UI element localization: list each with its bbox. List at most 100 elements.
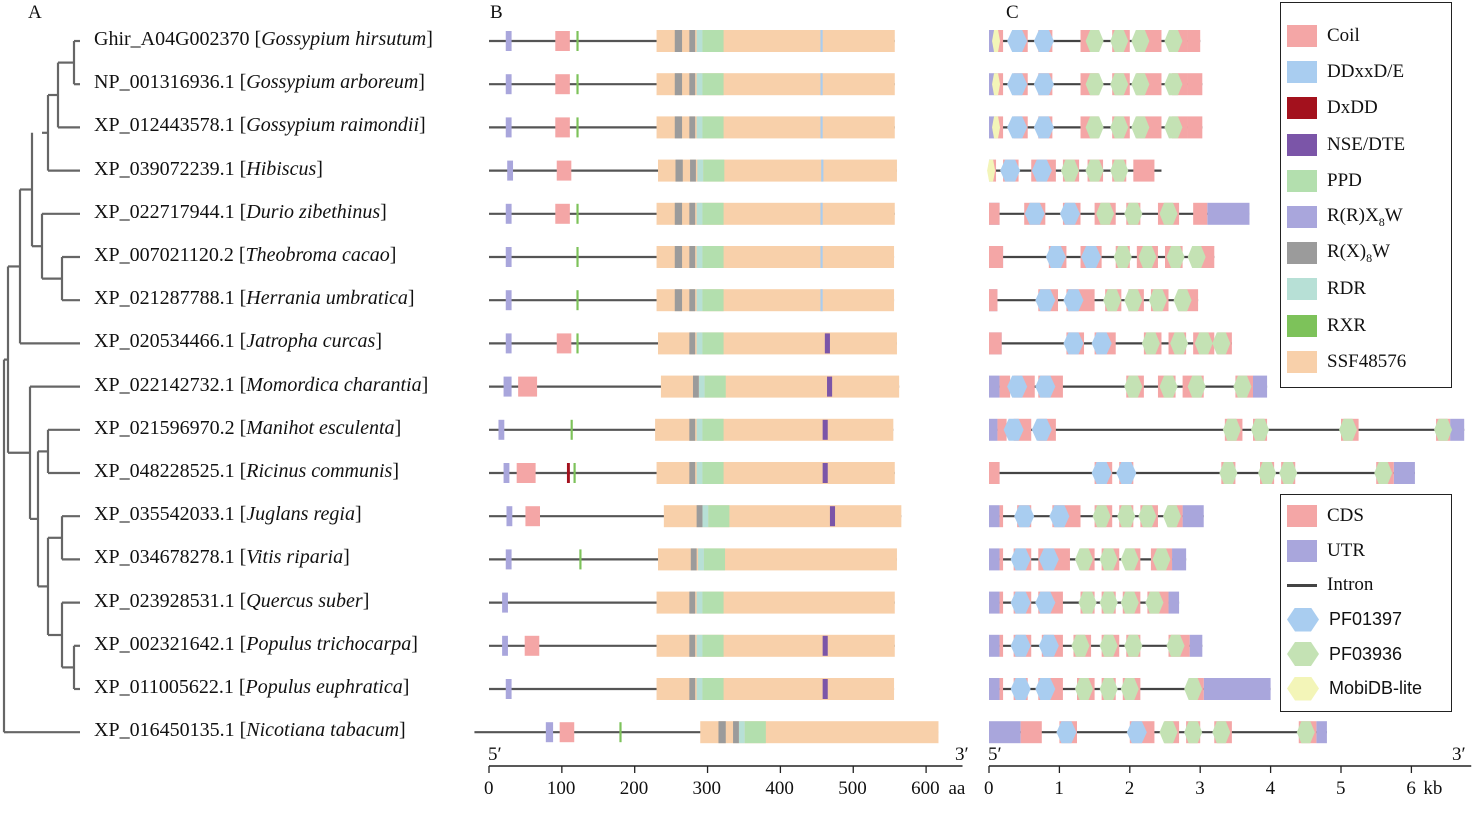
species-label: XP_016450135.1 [Nicotiana tabacum] — [94, 719, 406, 742]
rdr-motif — [698, 375, 705, 398]
utr-block — [989, 505, 1000, 528]
cds-block — [989, 246, 1004, 268]
species-label: XP_023928531.1 [Quercus suber] — [94, 589, 370, 612]
legend-label: SSF48576 — [1327, 350, 1407, 372]
rxr-motif — [576, 74, 579, 95]
gene-structure-panel — [987, 30, 1465, 744]
pf01397-domain — [1091, 332, 1112, 355]
rxr-motif — [576, 117, 579, 138]
rx8w-motif — [674, 246, 683, 268]
dxdd-motif — [566, 463, 570, 483]
legend-label: DDxxD/E — [1327, 61, 1405, 83]
rrx8w-motif — [505, 290, 512, 311]
ppd-motif — [703, 548, 726, 571]
pf03936-domain — [1170, 332, 1189, 355]
rrx8w-motif — [505, 247, 512, 267]
species-label: XP_048228525.1 [Ricinus communis] — [94, 460, 400, 482]
pf03936-domain — [1279, 462, 1298, 484]
legend-item: PF03936 — [1287, 640, 1402, 668]
rxr-motif — [576, 333, 579, 354]
species-label: XP_034678278.1 [Vitis riparia] — [94, 546, 350, 569]
accession-id: XP_020534466.1 — [94, 330, 235, 353]
accession-id: XP_011005622.1 — [94, 676, 234, 698]
phylogenetic-tree — [2, 39, 80, 734]
legend-label: RXR — [1327, 314, 1367, 336]
axis-c-3prime: 3′ — [1452, 744, 1466, 765]
legend-label: Coil — [1327, 25, 1360, 46]
ppd-motif — [703, 159, 725, 182]
pf03936-domain — [1194, 332, 1213, 355]
legend-item: PPD — [1287, 167, 1362, 195]
coil-region — [556, 333, 572, 354]
pf03936-domain — [1110, 30, 1129, 52]
rdr-motif — [738, 721, 745, 744]
rxr-motif — [576, 290, 579, 311]
ppd-motif — [702, 591, 724, 614]
rrx8w-motif — [507, 160, 514, 181]
legend-swatch — [1287, 642, 1319, 666]
rx8w-motif — [690, 548, 697, 571]
pf03936-domain — [1131, 116, 1150, 139]
pf01397-domain — [1024, 202, 1045, 225]
axis-c-tick-label: 0 — [984, 778, 994, 799]
nse-dte-motif — [829, 506, 836, 527]
panel-label-b: B — [490, 2, 503, 23]
species-label: XP_012443578.1 [Gossypium raimondii] — [94, 114, 426, 137]
pf01397-domain — [1038, 634, 1059, 657]
rrx8w-motif — [505, 333, 512, 354]
cds-block — [1133, 159, 1155, 182]
utr-block — [1316, 721, 1327, 744]
coil-region — [555, 31, 570, 51]
pf03936-domain — [1374, 462, 1393, 484]
ppd-motif — [702, 202, 724, 225]
rdr-motif — [702, 505, 709, 528]
pf03936-domain — [1110, 73, 1129, 96]
pf03936-domain — [1124, 375, 1143, 398]
legend-item: DxDD — [1287, 94, 1378, 122]
protein-motif-panel — [474, 30, 939, 744]
utr-block — [1203, 678, 1271, 700]
pf03936-domain — [1110, 116, 1129, 139]
species-label: XP_011005622.1 [Populus euphratica] — [94, 676, 410, 698]
pf01397-domain — [1007, 116, 1028, 139]
ddxxd-motif — [820, 30, 823, 52]
ddxxd-motif — [821, 159, 824, 182]
cds-block — [997, 116, 1004, 139]
pf03936-domain — [1103, 289, 1122, 312]
pf01397-domain — [1059, 202, 1080, 225]
pf01397-domain — [1000, 159, 1021, 182]
rx8w-motif — [692, 375, 699, 398]
pf03936-domain — [1258, 462, 1277, 484]
pf03936-domain — [1075, 548, 1094, 571]
pf01397-domain — [1035, 375, 1056, 398]
cds-block — [1193, 202, 1208, 225]
cds-block — [1020, 721, 1042, 744]
pf03936-domain — [1124, 289, 1143, 312]
legend-item: Coil — [1287, 22, 1360, 50]
ppd-motif — [702, 332, 724, 355]
rrx8w-motif — [545, 722, 554, 743]
pf01397-domain — [1007, 73, 1028, 96]
pf03936-domain — [1085, 159, 1104, 182]
legend-swatch — [1287, 169, 1317, 192]
pf03936-domain — [1166, 246, 1185, 268]
legend-swatch — [1287, 242, 1317, 265]
pf03936-domain — [1120, 678, 1139, 700]
accession-id: XP_007021120.2 — [94, 244, 234, 266]
species-name: Gossypium arboreum — [246, 71, 419, 94]
accession-id: XP_016450135.1 — [94, 719, 235, 742]
rdr-motif — [697, 159, 704, 182]
ppd-motif — [702, 116, 724, 139]
coil-region — [559, 722, 575, 743]
species-label: XP_035542033.1 [Juglans regia] — [94, 503, 362, 526]
accession-id: XP_039072239.1 — [94, 157, 235, 180]
pf03936-domain — [1085, 73, 1104, 96]
pf01397-domain — [1014, 505, 1035, 528]
rrx8w-motif — [505, 549, 512, 570]
rdr-motif — [696, 462, 703, 484]
pf03936-domain — [1060, 159, 1079, 182]
pf03936-domain — [1434, 418, 1453, 441]
legend-swatch — [1287, 607, 1319, 632]
axis-c-tick-label: 5 — [1336, 778, 1346, 799]
accession-id: XP_021596970.2 — [94, 416, 235, 439]
